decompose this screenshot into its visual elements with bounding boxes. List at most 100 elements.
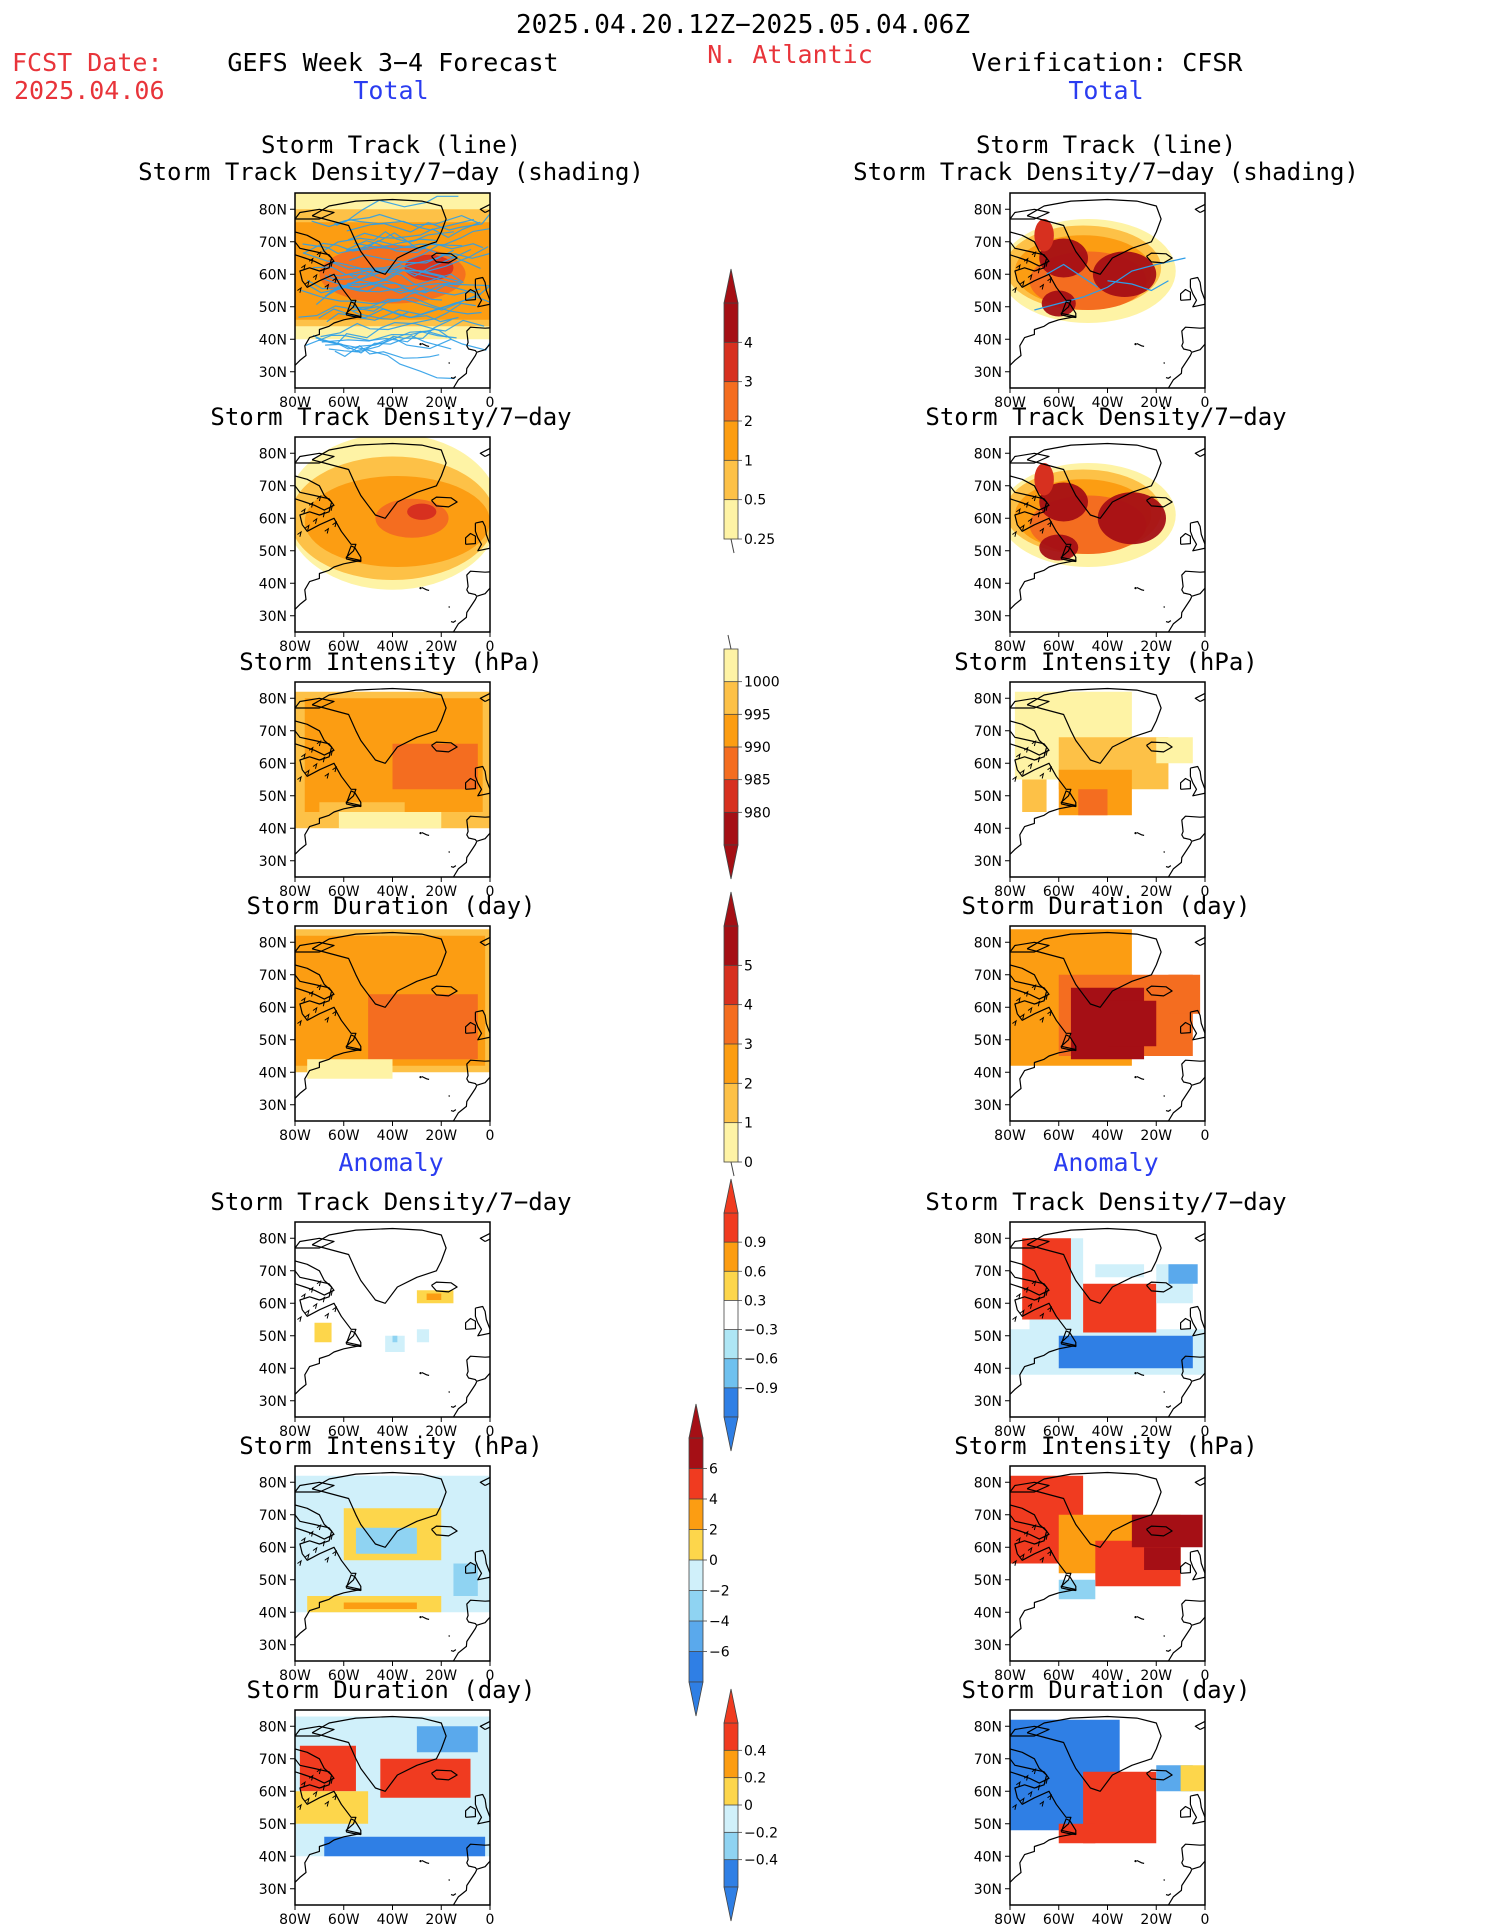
model-title: GEFS Week 3−4 Forecast <box>227 48 559 77</box>
svg-text:0: 0 <box>744 1155 753 1171</box>
svg-text:70N: 70N <box>974 968 1002 984</box>
svg-text:0.25: 0.25 <box>744 532 775 548</box>
svg-text:70N: 70N <box>259 724 287 740</box>
svg-text:4: 4 <box>744 998 753 1014</box>
svg-text:80W: 80W <box>994 395 1026 411</box>
svg-text:60N: 60N <box>259 1296 287 1312</box>
map-track-forecast: 80W 60W 40W 20W 0 80N 70N 60N 50N 40N 30N <box>259 192 494 411</box>
svg-text:3: 3 <box>744 375 753 391</box>
svg-text:40N: 40N <box>259 576 287 592</box>
svg-text:20W: 20W <box>1140 1128 1172 1144</box>
svg-text:40N: 40N <box>259 1849 287 1865</box>
svg-text:50N: 50N <box>974 300 1002 316</box>
svg-text:20W: 20W <box>425 1424 457 1440</box>
svg-text:0: 0 <box>1201 639 1210 655</box>
svg-text:80W: 80W <box>994 639 1026 655</box>
svg-text:80W: 80W <box>279 1424 311 1440</box>
svg-text:0.4: 0.4 <box>744 1743 766 1759</box>
map-track-verification: 80W 60W 40W 20W 0 80N 70N 60N 50N 40N 30N <box>974 192 1209 411</box>
svg-text:50N: 50N <box>259 544 287 560</box>
svg-text:60W: 60W <box>1043 395 1075 411</box>
svg-text:60N: 60N <box>974 511 1002 527</box>
svg-text:0.6: 0.6 <box>744 1264 766 1280</box>
svg-text:20W: 20W <box>1140 884 1172 900</box>
title-anom-intensity-right: Storm Intensity (hPa) <box>954 1432 1258 1460</box>
svg-text:60N: 60N <box>974 1000 1002 1016</box>
svg-text:−0.4: −0.4 <box>744 1853 778 1869</box>
map-density-verification: 80W 60W 40W 20W 0 80N 70N 60N 50N 40N 30N <box>974 436 1209 655</box>
svg-text:50N: 50N <box>259 789 287 805</box>
svg-text:60N: 60N <box>974 1540 1002 1556</box>
svg-text:60N: 60N <box>974 1296 1002 1312</box>
svg-text:985: 985 <box>744 773 771 789</box>
svg-text:80W: 80W <box>994 884 1026 900</box>
svg-text:1000: 1000 <box>744 675 780 691</box>
svg-text:40W: 40W <box>377 639 409 655</box>
title-duration-right: Storm Duration (day) <box>961 892 1251 920</box>
svg-text:30N: 30N <box>974 1638 1002 1654</box>
title-anom-duration-right: Storm Duration (day) <box>961 1676 1251 1704</box>
svg-text:40W: 40W <box>1092 1128 1124 1144</box>
map-duration-forecast: 80W 60W 40W 20W 0 80N 70N 60N 50N 40N 30N <box>259 925 494 1144</box>
svg-text:30N: 30N <box>974 365 1002 381</box>
map-intensity-verification: 80W 60W 40W 20W 0 80N 70N 60N 50N 40N 30N <box>974 681 1209 900</box>
svg-text:0: 0 <box>486 884 495 900</box>
svg-text:0: 0 <box>709 1553 718 1569</box>
svg-text:−0.6: −0.6 <box>744 1352 778 1368</box>
svg-text:0: 0 <box>486 1912 495 1925</box>
svg-text:80N: 80N <box>974 1719 1002 1735</box>
map-anom-density-forecast: 80W 60W 40W 20W 0 80N 70N 60N 50N 40N 30N <box>259 1221 494 1440</box>
svg-text:50N: 50N <box>974 1573 1002 1589</box>
svg-text:20W: 20W <box>1140 1424 1172 1440</box>
svg-text:−0.3: −0.3 <box>744 1323 778 1339</box>
svg-text:50N: 50N <box>974 1817 1002 1833</box>
svg-text:0: 0 <box>486 1668 495 1684</box>
svg-text:30N: 30N <box>259 854 287 870</box>
svg-text:995: 995 <box>744 707 771 723</box>
title-anom-intensity-left: Storm Intensity (hPa) <box>239 1432 543 1460</box>
svg-text:40N: 40N <box>974 1849 1002 1865</box>
svg-text:1: 1 <box>744 453 753 469</box>
svg-text:20W: 20W <box>425 1668 457 1684</box>
svg-text:60N: 60N <box>259 756 287 772</box>
svg-text:60N: 60N <box>259 511 287 527</box>
svg-text:4: 4 <box>709 1492 718 1508</box>
svg-text:0: 0 <box>1201 1668 1210 1684</box>
svg-text:5: 5 <box>744 958 753 974</box>
svg-text:80W: 80W <box>279 639 311 655</box>
colorbar-anom-duration: 0.4 0.2 0 −0.2 −0.4 <box>723 1688 778 1922</box>
title-density-left: Storm Track Density/7−day <box>210 403 572 431</box>
svg-text:60W: 60W <box>1043 1668 1075 1684</box>
svg-text:20W: 20W <box>425 884 457 900</box>
svg-text:70N: 70N <box>259 479 287 495</box>
svg-text:3: 3 <box>744 1037 753 1053</box>
svg-text:30N: 30N <box>974 1882 1002 1898</box>
svg-text:80W: 80W <box>279 884 311 900</box>
svg-text:40N: 40N <box>259 1361 287 1377</box>
svg-text:0: 0 <box>486 1128 495 1144</box>
svg-text:50N: 50N <box>974 1033 1002 1049</box>
svg-text:60W: 60W <box>328 884 360 900</box>
svg-text:50N: 50N <box>974 544 1002 560</box>
svg-text:−2: −2 <box>709 1584 730 1600</box>
svg-text:70N: 70N <box>259 1264 287 1280</box>
svg-text:20W: 20W <box>1140 639 1172 655</box>
svg-text:0: 0 <box>1201 884 1210 900</box>
svg-text:80N: 80N <box>974 1231 1002 1247</box>
fcst-date-label: FCST Date: <box>12 48 163 77</box>
title-anom-density-left: Storm Track Density/7−day <box>210 1188 572 1216</box>
colorbar-anom-density: 0.9 0.6 0.3 −0.3 −0.6 −0.9 <box>723 1178 778 1452</box>
svg-text:6: 6 <box>709 1462 718 1478</box>
svg-text:60N: 60N <box>974 267 1002 283</box>
svg-text:20W: 20W <box>425 639 457 655</box>
total-label-left: Total <box>353 76 429 105</box>
svg-text:0: 0 <box>744 1798 753 1814</box>
svg-text:40W: 40W <box>377 1668 409 1684</box>
svg-text:60W: 60W <box>328 395 360 411</box>
svg-text:60N: 60N <box>259 1784 287 1800</box>
svg-text:40N: 40N <box>259 332 287 348</box>
svg-text:0: 0 <box>486 1424 495 1440</box>
svg-text:80N: 80N <box>974 935 1002 951</box>
map-anom-intensity-verification: 80W 60W 40W 20W 0 80N 70N 60N 50N 40N 30N <box>974 1465 1209 1684</box>
svg-text:40W: 40W <box>377 884 409 900</box>
